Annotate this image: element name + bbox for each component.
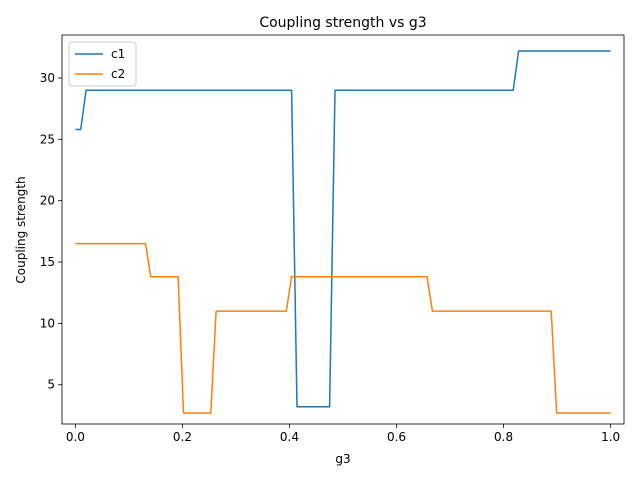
chart-title: Coupling strength vs g3 [259, 15, 426, 31]
x-tick-label: 0.8 [494, 430, 513, 444]
x-axis: 0.0 0.2 0.4 0.6 0.8 1.0 [66, 424, 620, 444]
series-line-c1 [75, 50, 611, 408]
plot-area [75, 50, 611, 414]
x-tick-label: 0.0 [66, 430, 85, 444]
y-tick-label: 20 [40, 194, 55, 208]
legend-box [68, 41, 137, 87]
x-tick-label: 0.4 [280, 430, 299, 444]
x-tick-label: 1.0 [601, 430, 620, 444]
x-tick-label: 0.2 [173, 430, 192, 444]
y-axis-label: Coupling strength [14, 176, 28, 283]
axes-frame [61, 34, 625, 425]
y-tick-label: 15 [40, 255, 55, 269]
y-tick-label: 5 [47, 378, 55, 392]
legend-label-c2: c2 [111, 67, 125, 81]
x-axis-label: g3 [335, 452, 350, 466]
y-tick-label: 25 [40, 132, 55, 146]
y-tick-label: 10 [40, 316, 55, 330]
y-tick-label: 30 [40, 71, 55, 85]
y-axis: 5 10 15 20 25 30 [40, 71, 62, 392]
x-tick-label: 0.6 [387, 430, 406, 444]
series-line-c2 [75, 242, 611, 414]
legend-label-c1: c1 [111, 47, 125, 61]
